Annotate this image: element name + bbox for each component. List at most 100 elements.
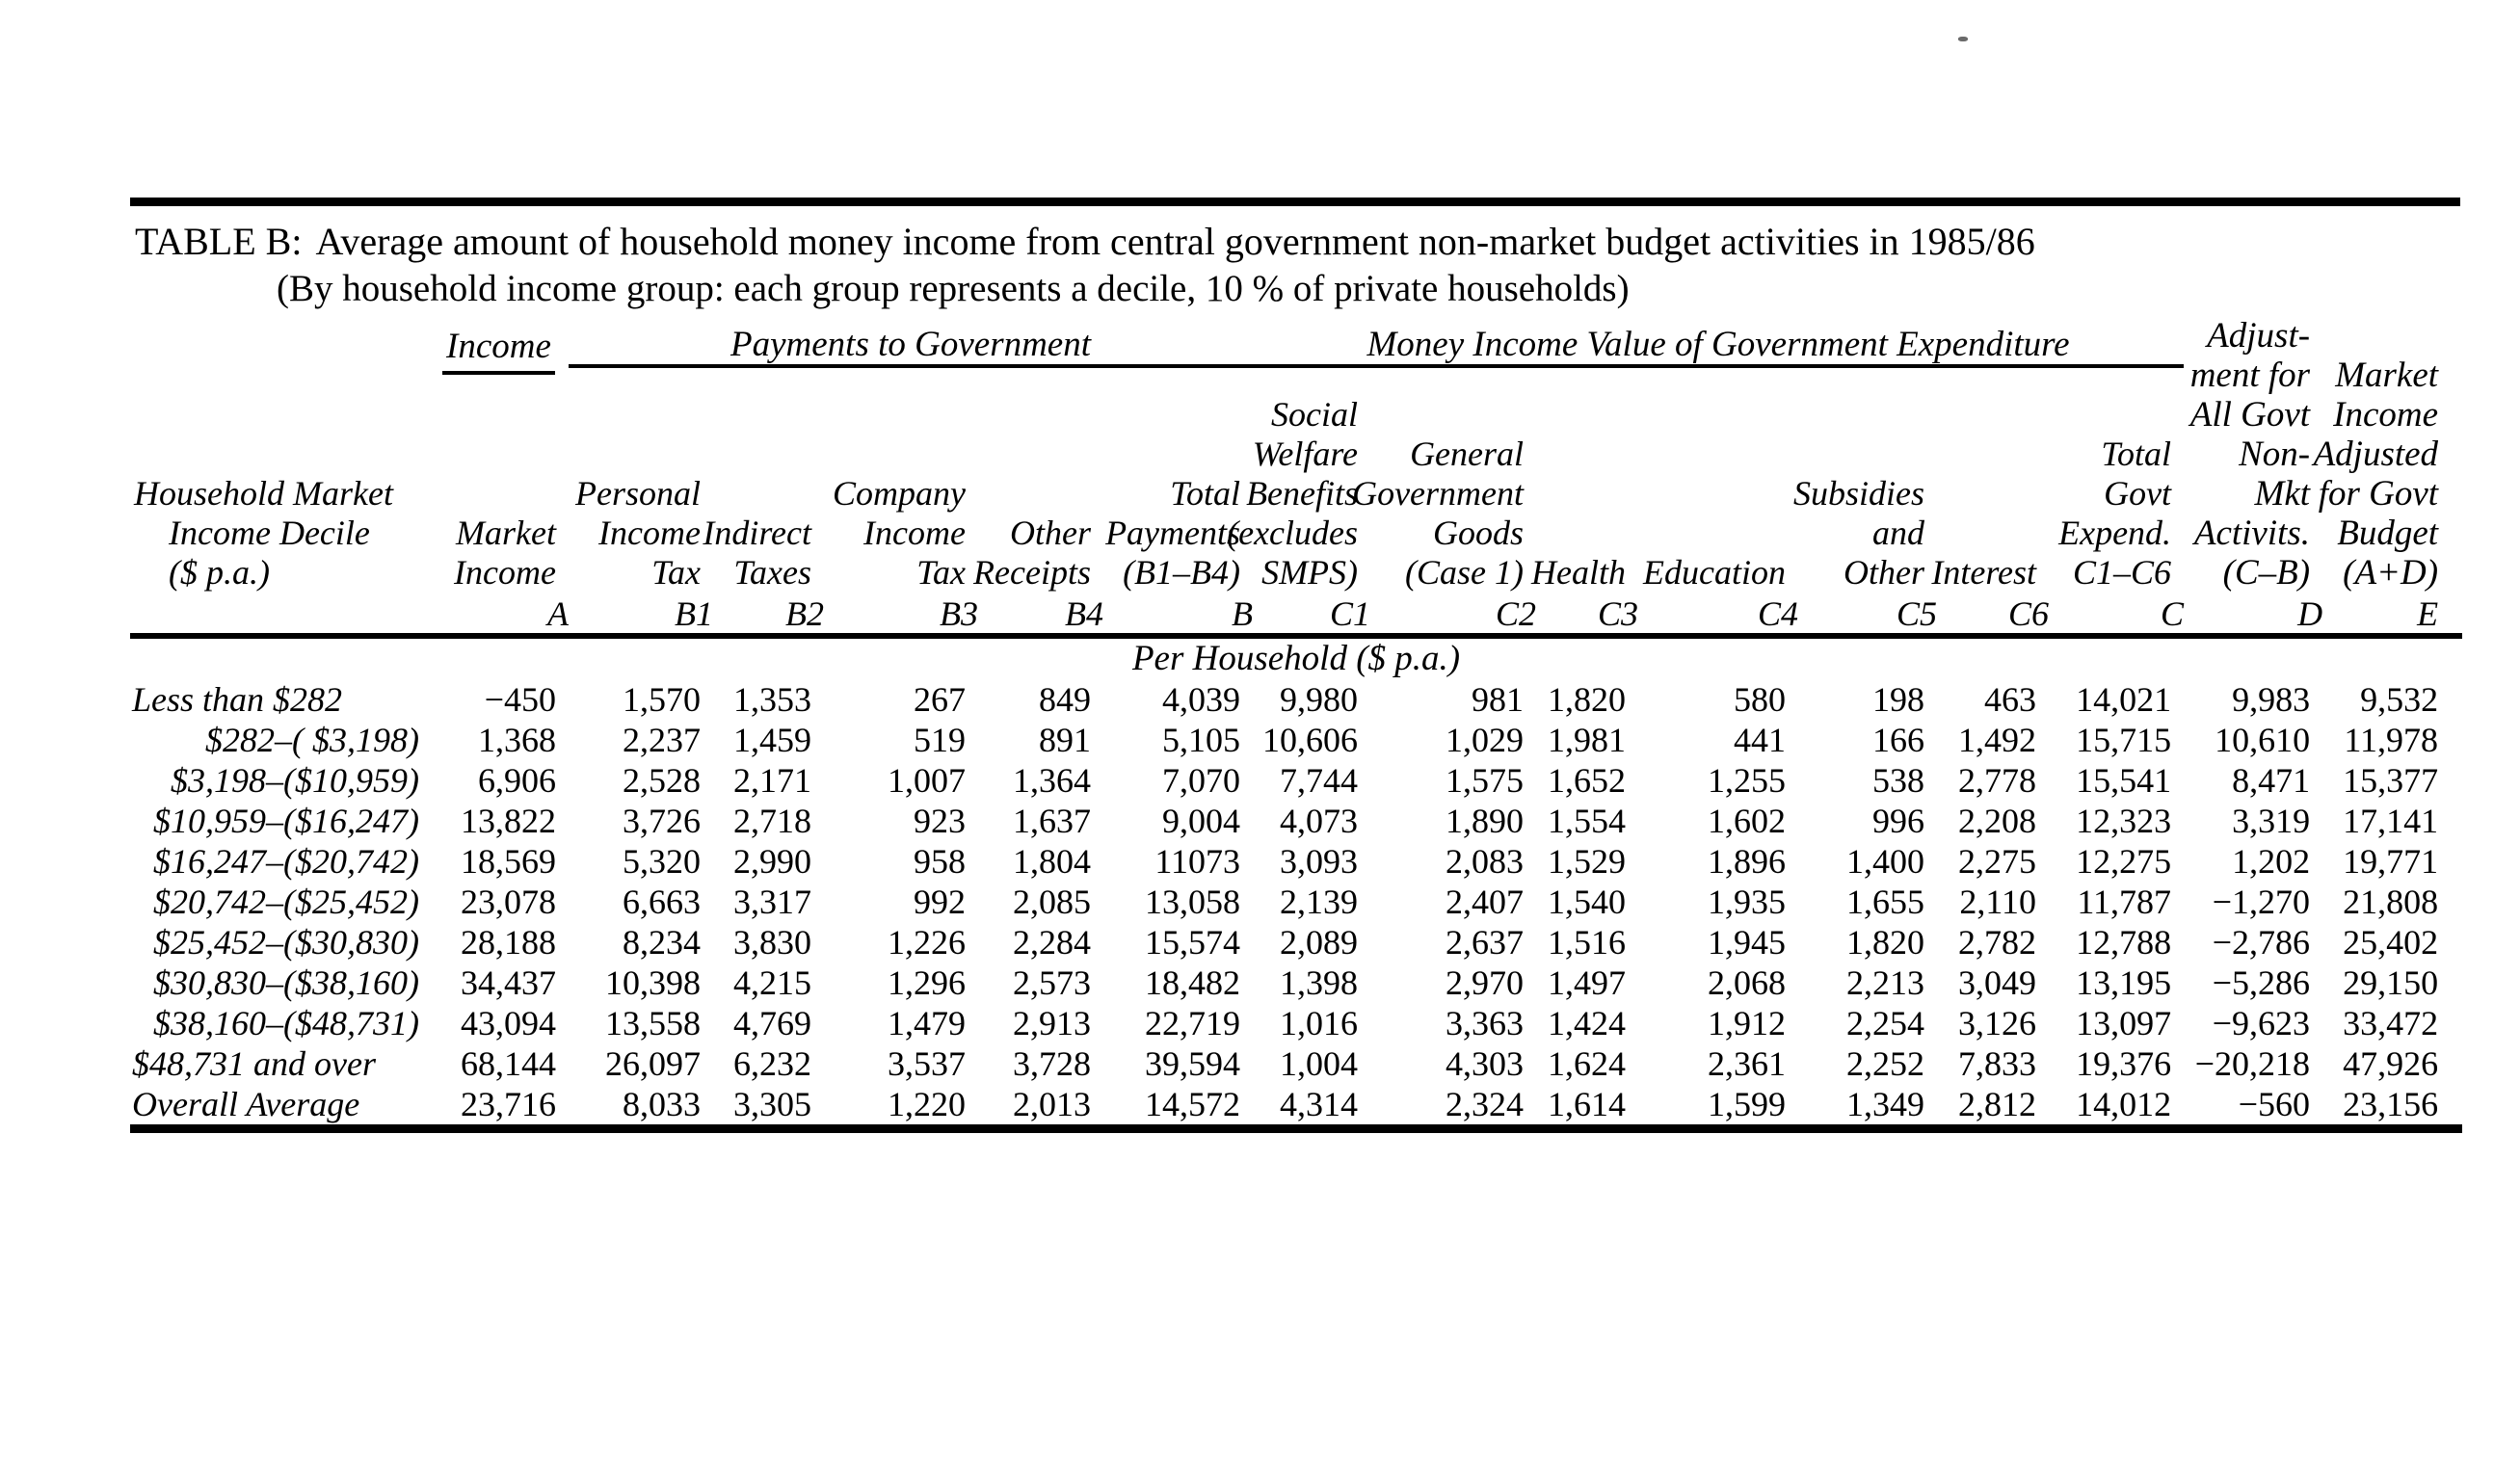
cell-C: 15,715	[2076, 721, 2172, 759]
cell-C: 19,376	[2076, 1044, 2172, 1083]
cell-B1: 2,528	[623, 761, 701, 800]
cell-B: 4,039	[1162, 680, 1241, 719]
col-header-stub: Household Market Income Decile ($ p.a.)	[134, 474, 393, 592]
cell-C6: 7,833	[1958, 1044, 2037, 1083]
cell-C2: 2,407	[1446, 883, 1525, 921]
col-header-C: Total Govt Expend. C1–C6	[2058, 435, 2172, 592]
col-code-C6: C6	[2008, 594, 2050, 633]
cell-C4: 1,602	[1708, 802, 1787, 840]
cell-B3: 1,220	[888, 1085, 966, 1123]
cell-A: 6,906	[478, 761, 556, 800]
cell-C1: 1,016	[1280, 1004, 1359, 1042]
column-code-row: A B1 B2 B3 B4 B C1 C2 C3 C4 C5 C6 C D E	[130, 594, 2462, 636]
cell-C3: 1,540	[1548, 883, 1627, 921]
cell-C1: 1,398	[1280, 963, 1359, 1002]
cell-B4: 2,913	[1013, 1004, 1091, 1042]
col-code-B2: B2	[785, 594, 824, 633]
cell-B1: 8,033	[623, 1085, 701, 1123]
cell-B2: 1,459	[733, 721, 811, 759]
col-code-B4: B4	[1065, 594, 1103, 633]
cell-A: −450	[484, 680, 556, 719]
cell-B4: 2,284	[1013, 923, 1091, 962]
cell-A: 68,144	[461, 1044, 556, 1083]
table-row: $282–( $3,198) 1,368 2,237 1,459 519 891 5,105…	[130, 720, 2462, 760]
cell-C3: 1,820	[1548, 680, 1627, 719]
cell-B1: 3,726	[623, 802, 701, 840]
cell-C1: 9,980	[1280, 680, 1359, 719]
cell-C2: 4,303	[1446, 1044, 1525, 1083]
cell-E: 17,141	[2343, 802, 2439, 840]
cell-C5: 166	[1872, 721, 1925, 759]
cell-B: 39,594	[1145, 1044, 1241, 1083]
col-header-C3: Health	[1531, 553, 1627, 592]
col-code-C1: C1	[1330, 594, 1371, 633]
cell-B2: 3,317	[733, 883, 811, 921]
cell-B2: 3,830	[733, 923, 811, 962]
group-money-income-value: Money Income Value of Government Expendi…	[1253, 318, 2185, 368]
col-header-B4: Other Receipts	[973, 514, 1091, 592]
cell-C5: 2,254	[1846, 1004, 1925, 1042]
cell-C6: 3,049	[1958, 963, 2037, 1002]
table-row: Overall Average 23,716 8,033 3,305 1,220 2,01…	[130, 1084, 2462, 1124]
cell-B4: 849	[1039, 680, 1091, 719]
cell-B2: 4,769	[733, 1004, 811, 1042]
cell-E: 11,978	[2344, 721, 2439, 759]
cell-B1: 1,570	[623, 680, 701, 719]
group-header-row: Income Payments to Government Money Inco…	[130, 317, 2462, 593]
cell-C6: 2,778	[1958, 761, 2037, 800]
cell-C2: 2,324	[1446, 1085, 1525, 1123]
cell-C: 14,012	[2076, 1085, 2172, 1123]
cell-C2: 2,970	[1446, 963, 1525, 1002]
cell-B3: 992	[914, 883, 966, 921]
cell-B1: 13,558	[605, 1004, 701, 1042]
cell-C6: 2,812	[1958, 1085, 2037, 1123]
cell-B1: 5,320	[623, 842, 701, 881]
cell-C: 13,195	[2076, 963, 2172, 1002]
cell-B3: 958	[914, 842, 966, 881]
cell-C1: 1,004	[1280, 1044, 1359, 1083]
cell-D: −1,270	[2212, 883, 2311, 921]
cell-C6: 2,208	[1958, 802, 2037, 840]
column-header-row: Household Market Income Decile ($ p.a.) Mar…	[130, 366, 2462, 594]
group-payments-to-government: Payments to Government	[569, 318, 1254, 368]
cell-C: 12,275	[2076, 842, 2172, 881]
cell-E: 19,771	[2343, 842, 2439, 881]
col-header-C5: Subsidies and Other	[1793, 474, 1925, 592]
cell-C2: 1,575	[1446, 761, 1525, 800]
cell-C3: 1,516	[1548, 923, 1627, 962]
cell-C3: 1,554	[1548, 802, 1627, 840]
cell-C5: 538	[1872, 761, 1925, 800]
cell-B: 14,572	[1145, 1085, 1241, 1123]
cell-A: 34,437	[461, 963, 556, 1002]
col-header-B3: Company Income Tax	[833, 474, 966, 592]
cell-B1: 8,234	[623, 923, 701, 962]
cell-C5: 1,655	[1846, 883, 1925, 921]
col-code-C2: C2	[1496, 594, 1537, 633]
table-b: Income Payments to Government Money Inco…	[130, 317, 2463, 1133]
table-row: $10,959–($16,247) 13,822 3,726 2,718 923 1,63…	[130, 801, 2462, 841]
cell-A: 23,078	[461, 883, 556, 921]
table-row: $48,731 and over 68,144 26,097 6,232 3,537 3,…	[130, 1043, 2462, 1084]
title-line: TABLE B: Average amount of household mone…	[135, 218, 2035, 265]
table-title: TABLE B: Average amount of household mone…	[135, 218, 2035, 312]
cell-C4: 1,945	[1708, 923, 1787, 962]
cell-C1: 10,606	[1262, 721, 1359, 759]
cell-C6: 1,492	[1958, 721, 2037, 759]
unit-note: Per Household ($ p.a.)	[130, 633, 2463, 679]
cell-C1: 2,089	[1280, 923, 1359, 962]
cell-B1: 26,097	[605, 1044, 701, 1083]
cell-B4: 1,364	[1013, 761, 1091, 800]
bottom-rule	[130, 1121, 2463, 1133]
cell-C4: 2,068	[1708, 963, 1787, 1002]
cell-B3: 1,226	[888, 923, 966, 962]
cell-B2: 3,305	[733, 1085, 811, 1123]
col-code-B1: B1	[675, 594, 713, 633]
cell-C4: 1,896	[1708, 842, 1787, 881]
row-label: $20,742–($25,452)	[153, 883, 419, 921]
cell-B4: 3,728	[1013, 1044, 1091, 1083]
cell-D: −560	[2238, 1085, 2311, 1123]
cell-C2: 2,637	[1446, 923, 1525, 962]
cell-E: 23,156	[2343, 1085, 2439, 1123]
cell-B2: 6,232	[733, 1044, 811, 1083]
cell-C5: 996	[1872, 802, 1925, 840]
